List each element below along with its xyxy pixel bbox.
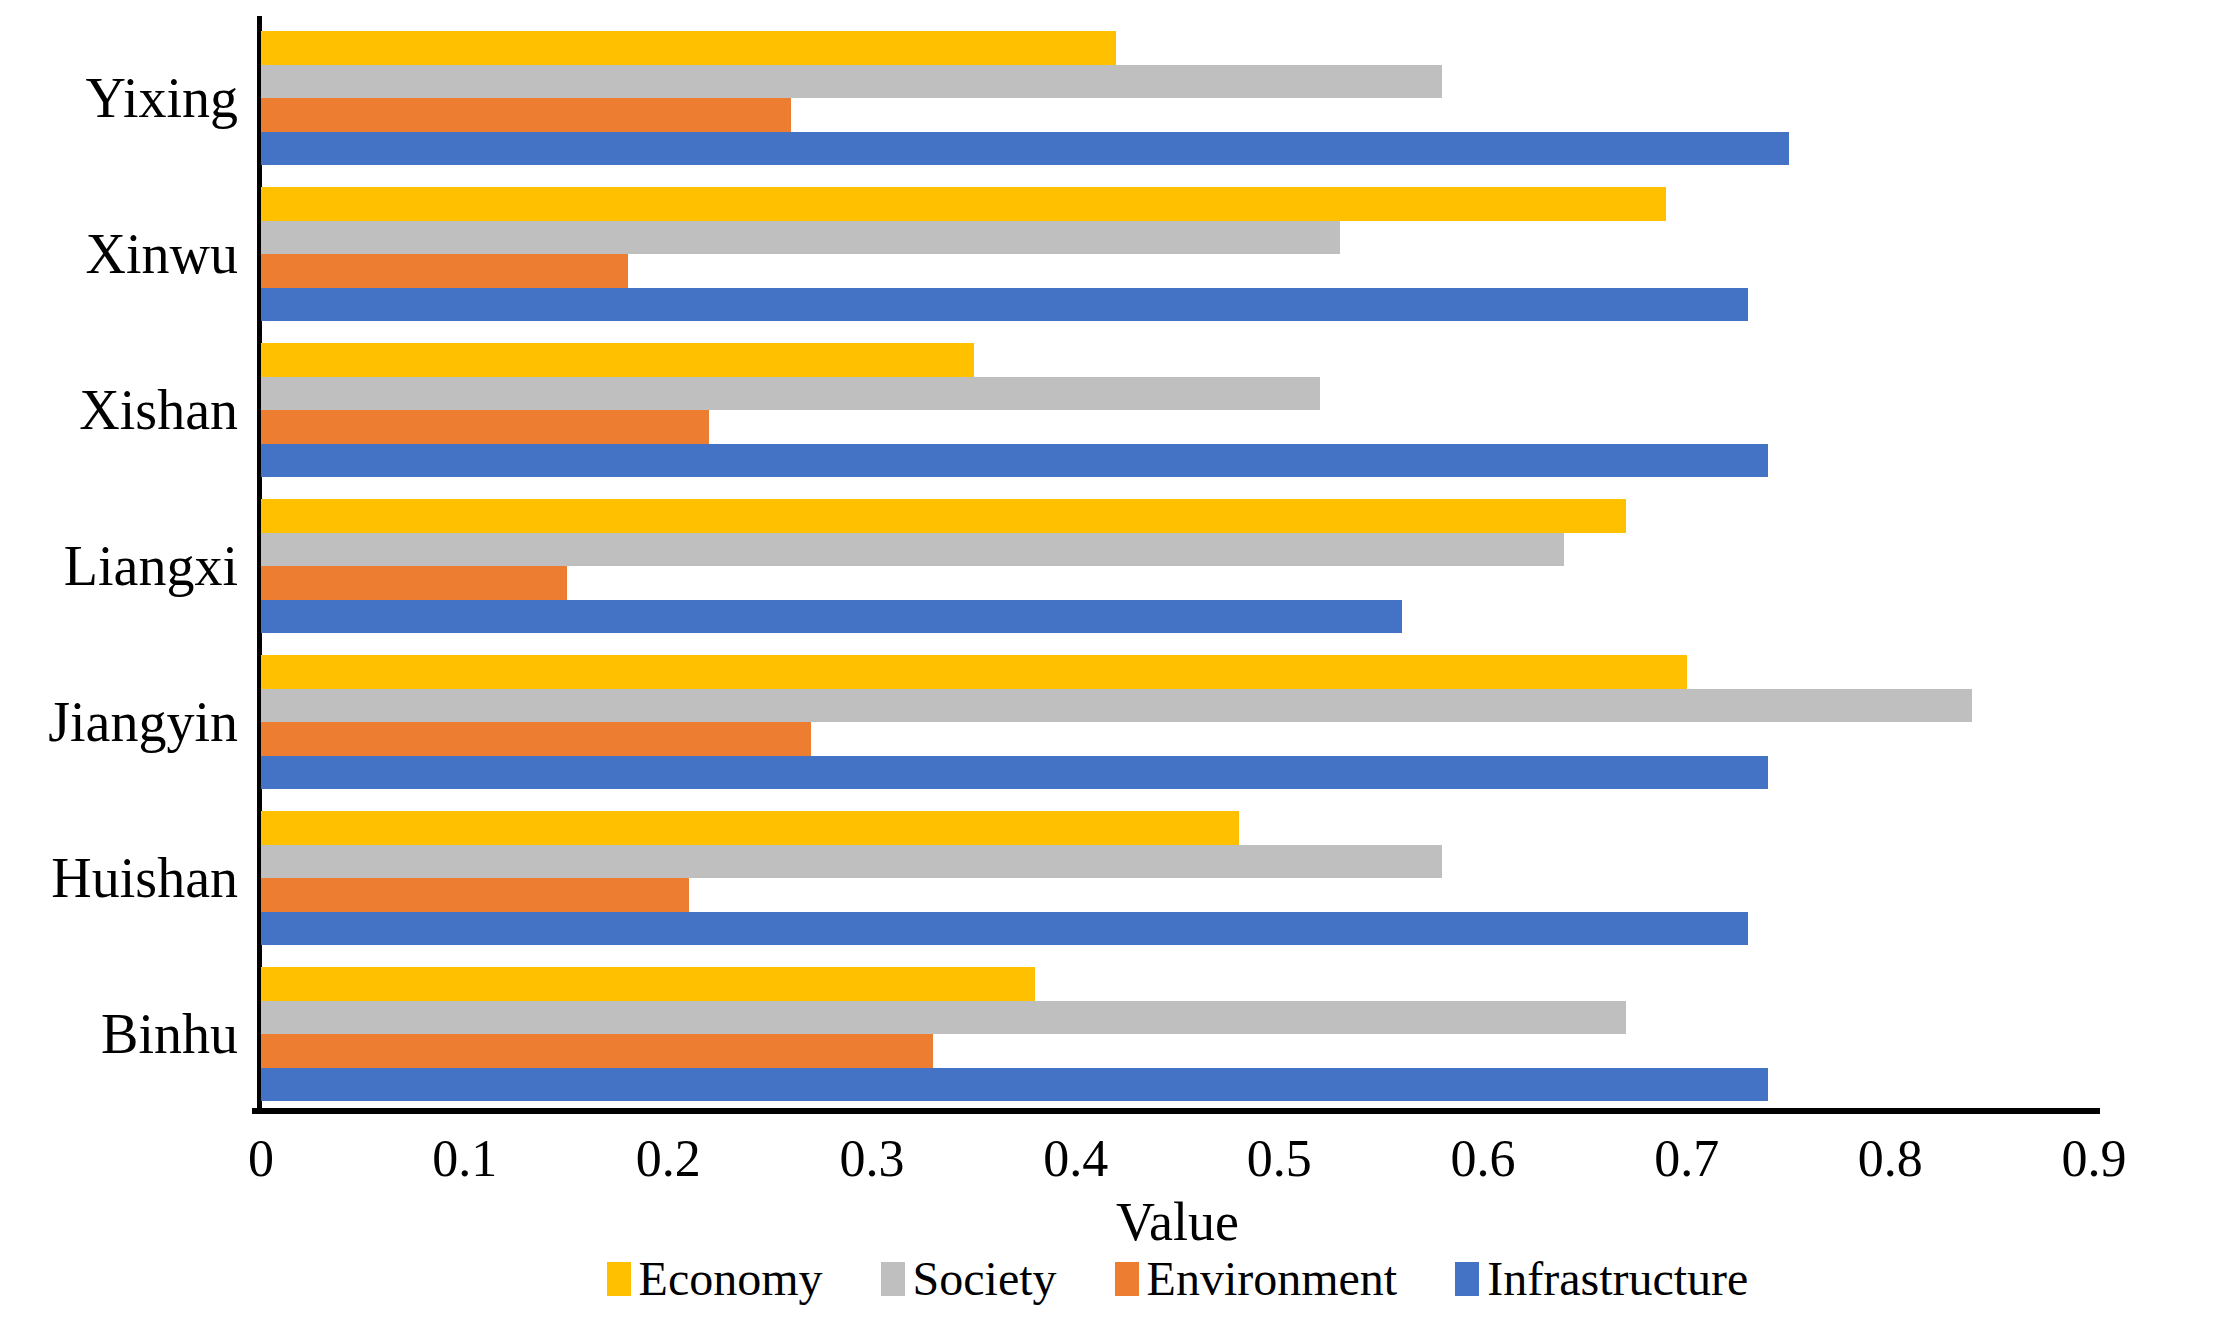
- category-label-xinwu: Xinwu: [0, 224, 238, 284]
- category-label-jiangyin: Jiangyin: [0, 692, 238, 752]
- bar-liangxi-economy: [261, 499, 1626, 533]
- bar-xinwu-economy: [261, 187, 1666, 221]
- x-tick-0.6: 0.6: [1451, 1130, 1516, 1188]
- x-axis-title: Value: [261, 1192, 2094, 1252]
- legend-swatch-economy: [607, 1262, 631, 1296]
- bar-binhu-infrastructure: [261, 1068, 1768, 1102]
- bar-xishan-environment: [261, 410, 709, 444]
- legend-swatch-infrastructure: [1455, 1262, 1479, 1296]
- bar-xinwu-environment: [261, 254, 628, 288]
- bar-jiangyin-environment: [261, 722, 811, 756]
- bar-xishan-economy: [261, 343, 974, 377]
- legend-item-society: Society: [881, 1252, 1057, 1306]
- category-label-yixing: Yixing: [0, 68, 238, 128]
- bar-xishan-society: [261, 377, 1320, 411]
- bar-binhu-society: [261, 1001, 1626, 1035]
- x-tick-0.2: 0.2: [636, 1130, 701, 1188]
- x-tick-0.8: 0.8: [1858, 1130, 1923, 1188]
- category-label-binhu: Binhu: [0, 1004, 238, 1064]
- x-tick-0: 0: [248, 1130, 274, 1188]
- legend-label-infrastructure: Infrastructure: [1487, 1252, 1748, 1306]
- bar-yixing-society: [261, 65, 1442, 99]
- bar-xishan-infrastructure: [261, 444, 1768, 478]
- bar-binhu-economy: [261, 967, 1035, 1001]
- bar-yixing-economy: [261, 31, 1116, 65]
- x-tick-0.4: 0.4: [1043, 1130, 1108, 1188]
- bar-huishan-society: [261, 845, 1442, 879]
- bar-yixing-infrastructure: [261, 132, 1789, 166]
- bar-jiangyin-infrastructure: [261, 756, 1768, 790]
- bar-yixing-environment: [261, 98, 791, 132]
- bar-liangxi-society: [261, 533, 1564, 567]
- bar-liangxi-environment: [261, 566, 567, 600]
- bar-jiangyin-society: [261, 689, 1972, 723]
- x-tick-0.7: 0.7: [1654, 1130, 1719, 1188]
- category-label-xishan: Xishan: [0, 380, 238, 440]
- legend-item-economy: Economy: [607, 1252, 823, 1306]
- bar-jiangyin-economy: [261, 655, 1687, 689]
- legend-swatch-environment: [1115, 1262, 1139, 1296]
- bar-xinwu-society: [261, 221, 1340, 255]
- category-label-huishan: Huishan: [0, 848, 238, 908]
- plot-area: Yixing Xinwu Xishan Liangxi Jiangyin Huishan B…: [0, 0, 2216, 1334]
- bar-huishan-infrastructure: [261, 912, 1748, 946]
- bar-xinwu-infrastructure: [261, 288, 1748, 322]
- bar-huishan-economy: [261, 811, 1239, 845]
- x-tick-0.3: 0.3: [840, 1130, 905, 1188]
- legend-label-environment: Environment: [1147, 1252, 1398, 1306]
- legend-label-economy: Economy: [639, 1252, 823, 1306]
- x-tick-0.9: 0.9: [2062, 1130, 2127, 1188]
- legend-label-society: Society: [913, 1252, 1057, 1306]
- x-tick-0.5: 0.5: [1247, 1130, 1312, 1188]
- category-label-liangxi: Liangxi: [0, 536, 238, 596]
- legend: Economy Society Environment Infrastructure: [261, 1252, 2094, 1306]
- legend-item-infrastructure: Infrastructure: [1455, 1252, 1748, 1306]
- bar-binhu-environment: [261, 1034, 933, 1068]
- x-axis-line: [252, 1108, 2100, 1114]
- legend-item-environment: Environment: [1115, 1252, 1398, 1306]
- x-tick-0.1: 0.1: [432, 1130, 497, 1188]
- bar-chart-figure: Yixing Xinwu Xishan Liangxi Jiangyin Huishan B…: [0, 0, 2216, 1334]
- bar-liangxi-infrastructure: [261, 600, 1402, 634]
- legend-swatch-society: [881, 1262, 905, 1296]
- bar-huishan-environment: [261, 878, 689, 912]
